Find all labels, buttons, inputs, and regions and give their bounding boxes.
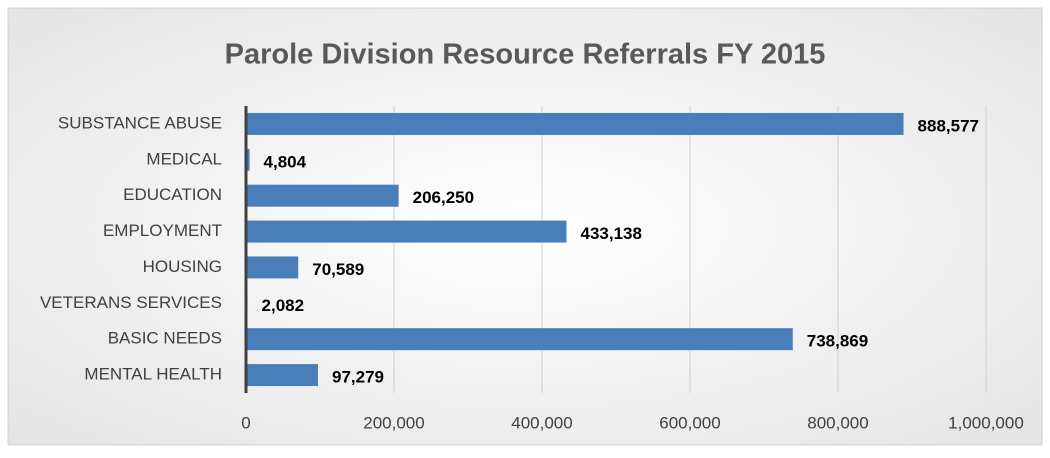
y-tick-label: EDUCATION [123,185,222,204]
data-label: 4,804 [264,152,307,171]
x-tick-label: 400,000 [511,413,572,432]
x-tick-label: 800,000 [807,413,868,432]
chart-title: Parole Division Resource Referrals FY 20… [225,39,826,71]
data-label: 2,082 [262,296,305,315]
data-label: 70,589 [312,260,364,279]
y-tick-label: MEDICAL [146,149,222,168]
y-tick-label: EMPLOYMENT [103,221,222,240]
bar [246,256,299,279]
y-tick-label: BASIC NEEDS [108,329,222,348]
bar [246,148,250,171]
data-label: 206,250 [413,188,474,207]
data-label: 888,577 [918,116,979,135]
x-tick-label: 600,000 [659,413,720,432]
y-tick-label: HOUSING [143,257,222,276]
bar [246,220,567,243]
bar [246,112,904,135]
y-tick-label: MENTAL HEALTH [84,365,222,384]
data-label: 738,869 [807,332,868,351]
x-tick-label: 1,000,000 [948,413,1024,432]
x-tick-label: 200,000 [363,413,424,432]
data-label: 433,138 [581,224,642,243]
x-tick-label: 0 [241,413,250,432]
data-label: 97,279 [332,368,384,387]
bar [246,364,318,387]
y-tick-label: SUBSTANCE ABUSE [58,113,222,132]
bar [246,184,399,207]
y-tick-label: VETERANS SERVICES [40,293,222,312]
bar [246,328,793,351]
